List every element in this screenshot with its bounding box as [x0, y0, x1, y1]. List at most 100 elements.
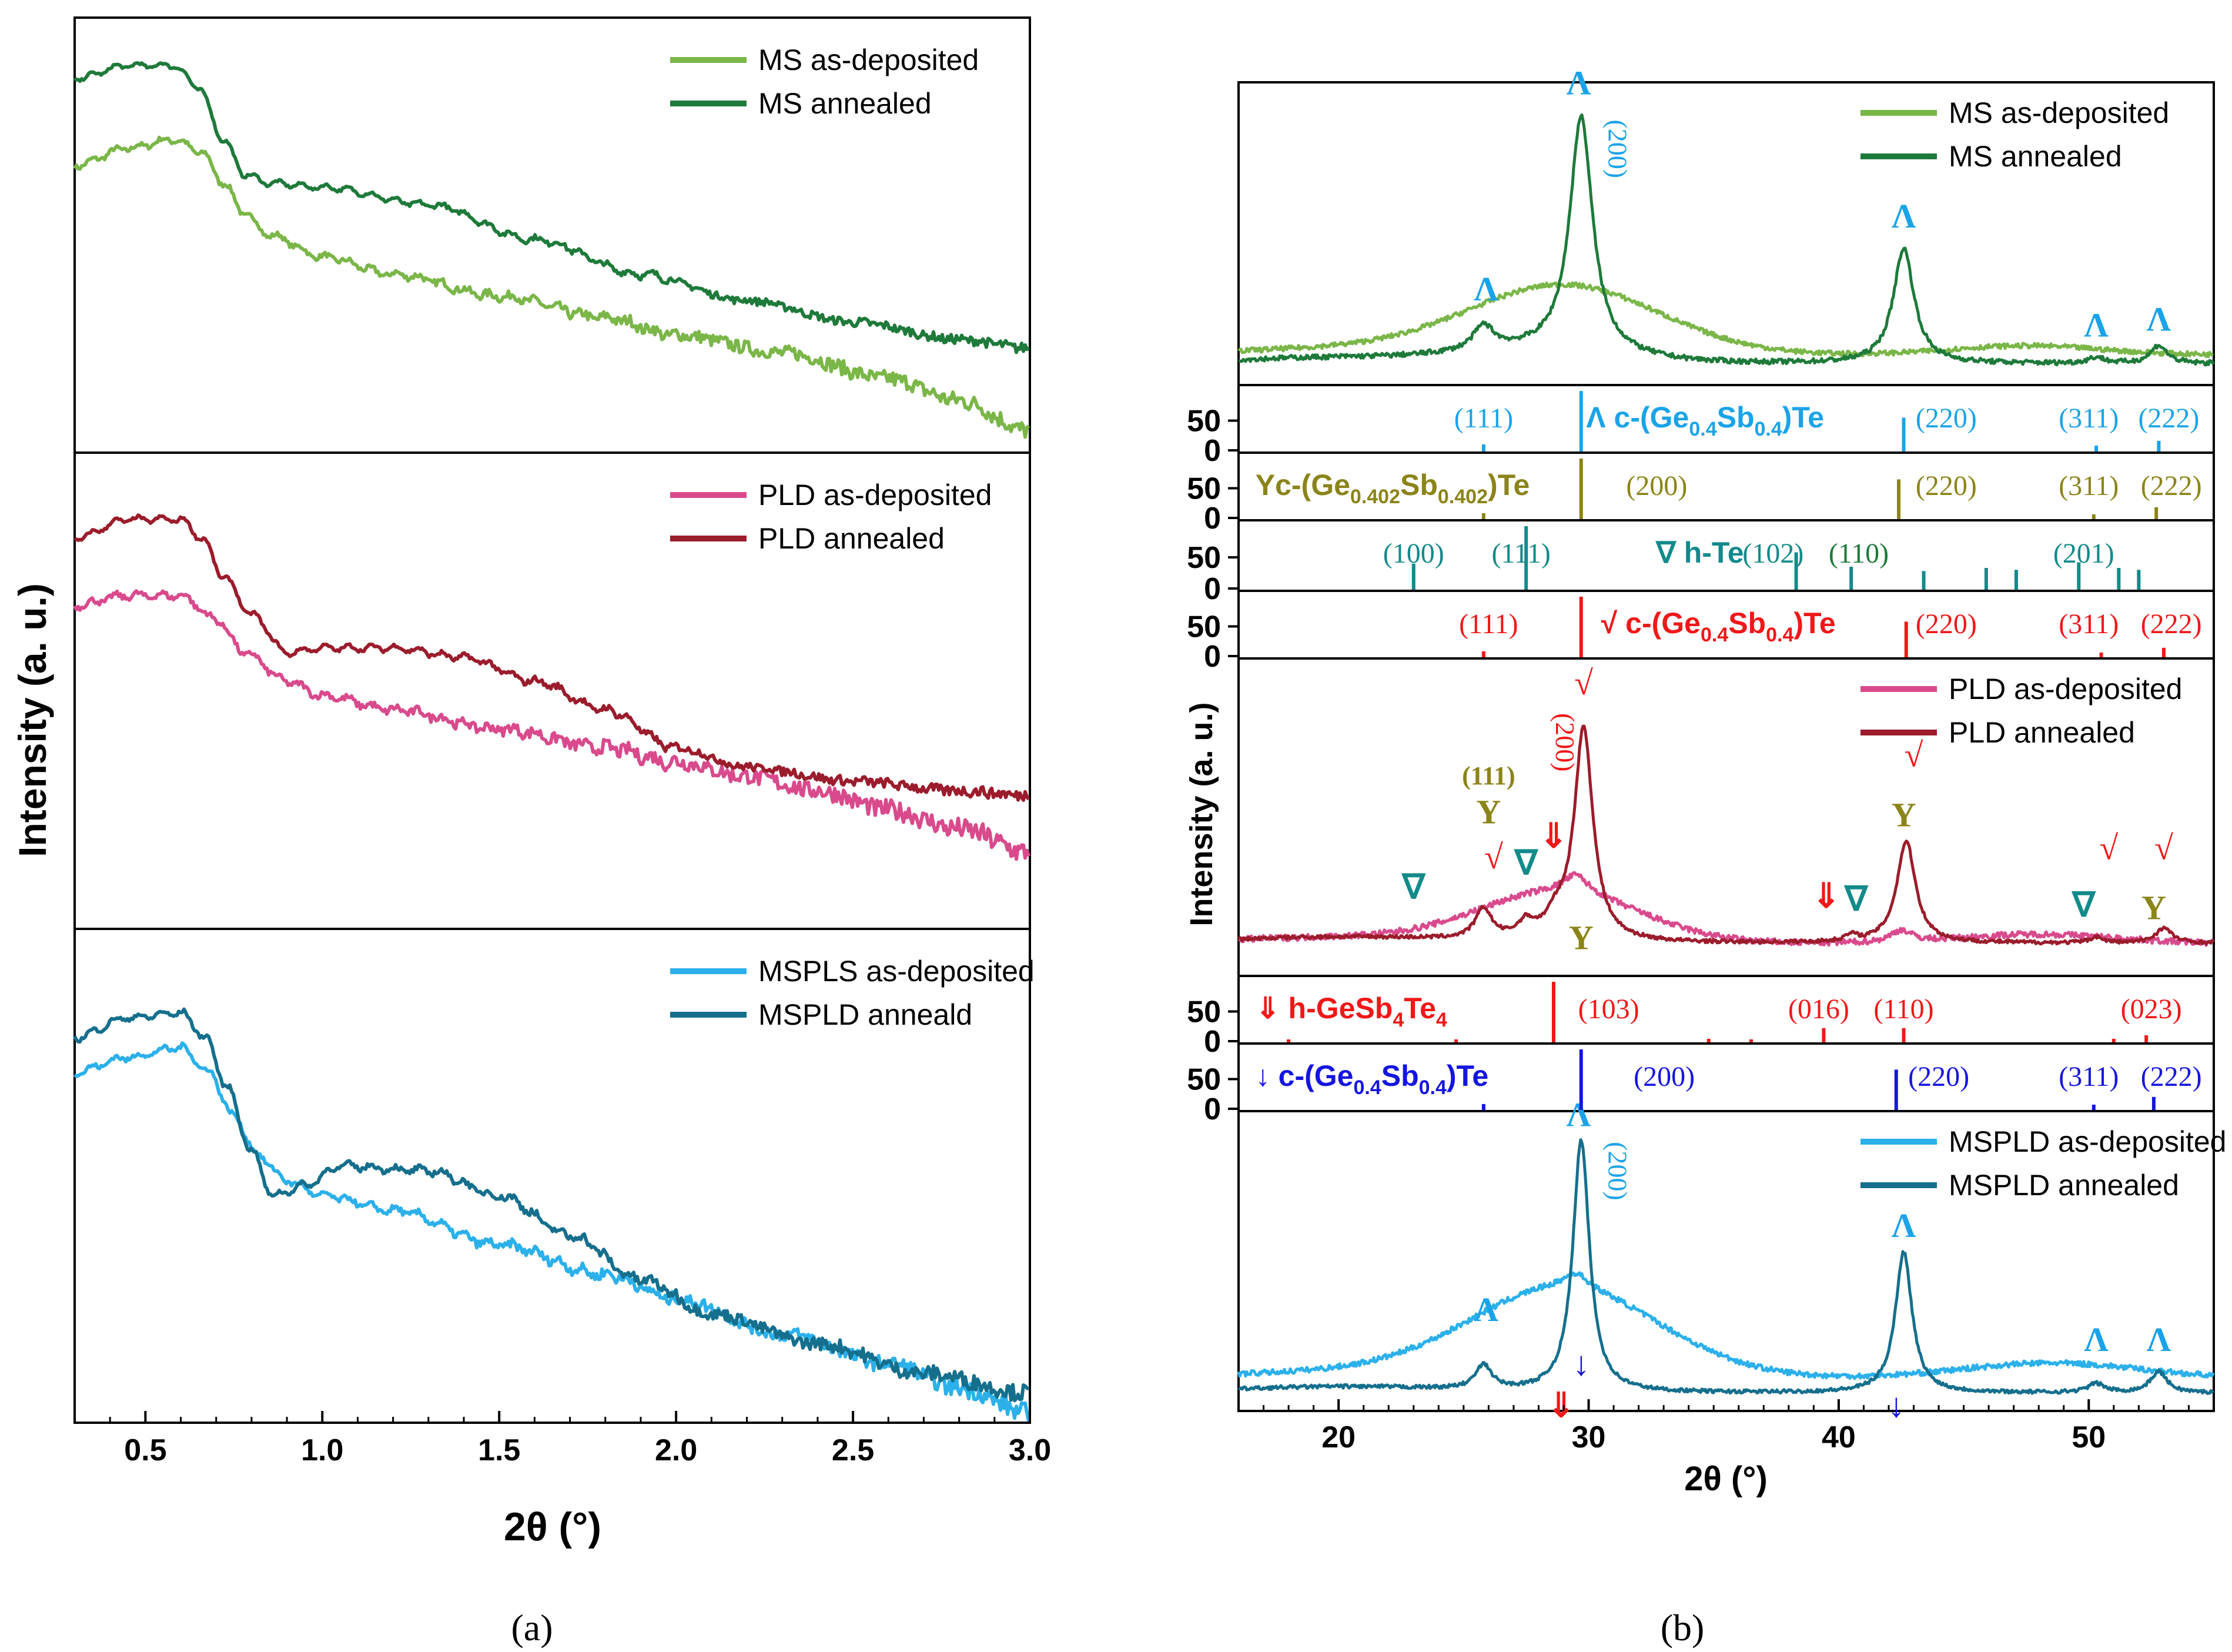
ref-index-label: (311) [2059, 608, 2119, 640]
peak-marker: Λ [1567, 64, 1591, 102]
reference-pattern-6: 050 ↓ c-(Ge0.4Sb0.4)Te (200) (220) (311) (222… [1187, 1042, 2214, 1126]
a-xtick-label: 1.5 [478, 1433, 520, 1467]
ref-index-label: (100) [1383, 538, 1444, 569]
ref-index-label: (222) [2138, 403, 2199, 434]
series-pld-annealed [1237, 724, 2215, 946]
ref-index-label: (220) [1908, 1061, 1969, 1092]
ref-index-label: (111) [1459, 608, 1518, 640]
peak-marker: Λ [1474, 1290, 1498, 1329]
reference-pattern-3: 050 ∇ h-Te (100) (111) (102) (110) (201) [1187, 519, 2214, 606]
legend-label-mspld-anneald: MSPLD anneald [758, 998, 972, 1031]
ref-ytick-label: 50 [1187, 610, 1221, 644]
ref-ytick-label: 0 [1204, 1025, 1221, 1059]
ref-index-label: (110) [1873, 994, 1933, 1025]
legend-label-ms-as-deposited: MS as-deposited [1949, 96, 2169, 129]
panel-frame [73, 928, 1031, 1424]
ref-phase-label: ↓ c-(Ge0.4Sb0.4)Te [1256, 1059, 1488, 1099]
peak-marker: ∇ [1401, 868, 1426, 906]
peak-marker: Λ [2147, 300, 2171, 338]
ref-index-label: (220) [1916, 470, 1977, 501]
b-ylabel: Intensity (a. u.) [1184, 702, 1219, 926]
a-xlabel: 2θ (°) [504, 1504, 601, 1549]
ref-ytick-label: 0 [1204, 1092, 1221, 1126]
ref-index-label: (111) [1454, 403, 1513, 434]
legend-label-mspld-annealed: MSPLD annealed [1949, 1169, 2179, 1202]
legend-label-mspls-as-deposited: MSPLS as-deposited [758, 955, 1035, 988]
peak-marker: ⇓ [1812, 877, 1841, 915]
caption-a: (a) [511, 1607, 553, 1648]
peak-marker: ⇓ [1540, 817, 1568, 855]
legend-label-mspld-as-deposited: MSPLD as-deposited [1949, 1125, 2226, 1158]
ref-ytick-label: 0 [1204, 434, 1221, 468]
legend-label-pld-annealed: PLD annealed [758, 522, 945, 555]
peak-marker: ∇ [1514, 844, 1539, 882]
peak-marker: √ [1574, 664, 1593, 702]
caption-b: (b) [1661, 1607, 1705, 1648]
ref-index-label: (222) [2141, 608, 2202, 640]
chart-a: MS as-deposited MS annealed PLD as-deposit… [11, 16, 1051, 1549]
ref-ytick-label: 0 [1204, 501, 1221, 536]
panel-frame [73, 16, 1031, 454]
legend-label-ms-annealed: MS annealed [1949, 140, 2122, 173]
ref-phase-label: Λ c-(Ge0.4Sb0.4)Te [1586, 401, 1824, 440]
reference-pattern-4: 050 √ c-(Ge0.4Sb0.4)Te (111) (220) (311) (222… [1187, 590, 2214, 674]
a-xtick-label: 3.0 [1009, 1433, 1051, 1467]
ref-index-label: (311) [2059, 470, 2119, 501]
series-pld-annealed [73, 513, 1030, 802]
series-ms-as-deposited [73, 135, 1030, 439]
b-xtick-label: 50 [2072, 1420, 2106, 1454]
peak-marker: ⇓ [1547, 1386, 1575, 1424]
peak-marker: Λ [1892, 197, 1916, 235]
series-ms-as-deposited [1237, 281, 2214, 359]
ref-index-label: (311) [2059, 1061, 2119, 1092]
ref-ytick-label: 50 [1187, 1063, 1221, 1097]
peak-marker: Λ [2084, 306, 2109, 345]
peak-marker: Y [1892, 796, 1916, 834]
peak-marker: ∇ [1843, 879, 1869, 918]
series-pld-as-deposited [73, 589, 1030, 861]
ref-index-label: (200) [1626, 470, 1687, 501]
ref-index-label: (102) [1742, 538, 1803, 569]
legend-label-ms-as-deposited: MS as-deposited [758, 44, 979, 76]
peak-marker: √ [2154, 829, 2173, 867]
peak-index-label: (200) [1603, 119, 1633, 178]
peak-marker: Λ [1892, 1206, 1916, 1245]
ref-index-label: (016) [1788, 994, 1849, 1025]
peak-marker: √ [1484, 838, 1503, 876]
ref-index-label: (023) [2121, 994, 2182, 1025]
ref-index-label: (200) [1634, 1061, 1695, 1092]
peak-marker: Λ [2147, 1320, 2171, 1359]
ref-ytick-label: 50 [1187, 541, 1221, 575]
ref-phase-label: Yc-(Ge0.402Sb0.402)Te [1256, 469, 1530, 508]
a-xtick-label: 2.0 [655, 1433, 697, 1467]
peak-marker: ↓ [1888, 1386, 1905, 1424]
a-xtick-label: 1.0 [301, 1433, 343, 1467]
peak-marker: Y [2141, 889, 2166, 927]
peak-marker: √ [1905, 736, 1923, 774]
chart-a-panel-3: MSPLS as-deposited MSPLD anneald [73, 928, 1035, 1424]
reference-pattern-1: 050 Λ c-(Ge0.4Sb0.4)Te (111) (220) (311) (222… [1187, 384, 2214, 468]
b-xtick-label: 30 [1572, 1420, 1606, 1454]
series-mspls-as-deposited [73, 1041, 1030, 1422]
peak-marker: ↓ [1572, 1345, 1589, 1383]
ref-ytick-label: 0 [1204, 572, 1221, 606]
ref-index-label: (220) [1916, 608, 1977, 640]
peak-marker: Λ [1474, 270, 1498, 308]
b-xtick-label: 20 [1321, 1420, 1356, 1454]
reference-pattern-2: 050 Yc-(Ge0.402Sb0.402)Te (200) (220) (311) (… [1187, 452, 2214, 536]
ref-ytick-label: 50 [1187, 995, 1221, 1029]
peak-index-label: (200) [1603, 1142, 1633, 1200]
series-mspld-annealed [1237, 1138, 2215, 1395]
peak-marker: √ [2099, 829, 2118, 867]
a-xtick-label: 2.5 [832, 1433, 874, 1467]
series-ms-annealed [1238, 113, 2215, 367]
ref-index-label: (222) [2141, 1061, 2202, 1092]
ref-index-label: (222) [2141, 470, 2202, 501]
series-mspld-anneald [73, 1007, 1030, 1403]
legend-label-pld-as-deposited: PLD as-deposited [1949, 673, 2182, 705]
ref-phase-label: ⇓ h-GeSb4Te4 [1256, 992, 1447, 1031]
